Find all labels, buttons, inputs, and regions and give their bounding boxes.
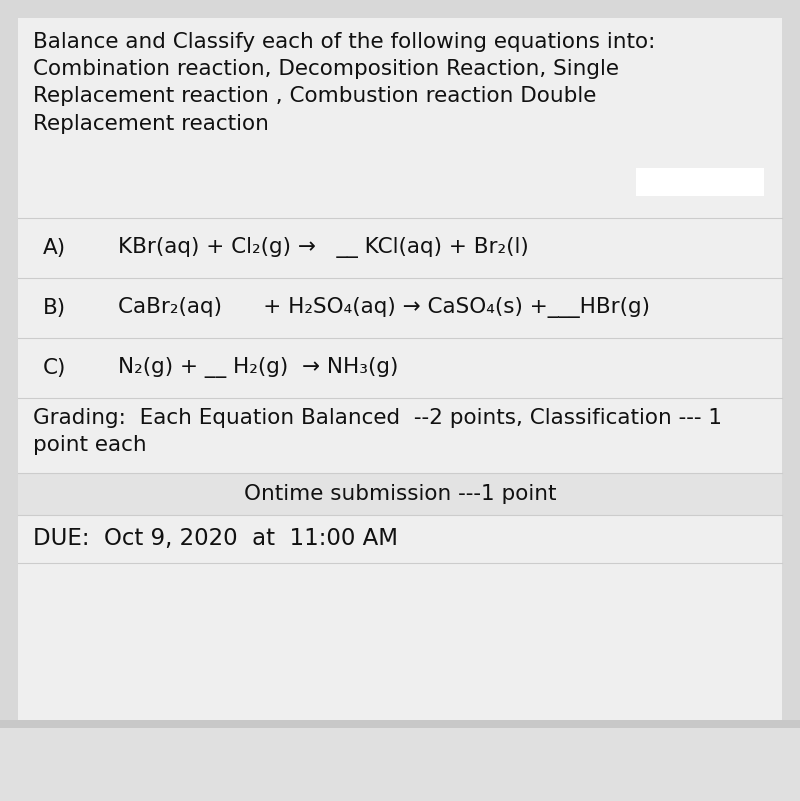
Text: A): A) [43, 238, 66, 258]
Text: B): B) [43, 298, 66, 318]
Bar [18, 515, 782, 563]
Bar [18, 18, 782, 720]
Bar [18, 473, 782, 515]
Bar [18, 278, 782, 338]
Bar [18, 563, 782, 720]
Text: KBr(aq) + Cl₂(g) →   __ KCl(aq) + Br₂(l): KBr(aq) + Cl₂(g) → __ KCl(aq) + Br₂(l) [118, 238, 529, 259]
Text: Grading:  Each Equation Balanced  --2 points, Classification --- 1
point each: Grading: Each Equation Balanced --2 poin… [33, 408, 722, 455]
Text: Ontime submission ---1 point: Ontime submission ---1 point [244, 484, 556, 504]
Bar [18, 398, 782, 473]
Bar [0, 720, 800, 728]
Bar [18, 18, 782, 218]
Text: C): C) [43, 358, 66, 378]
Text: CaBr₂(aq)      + H₂SO₄(aq) → CaSO₄(s) +___HBr(g): CaBr₂(aq) + H₂SO₄(aq) → CaSO₄(s) +___HBr… [118, 297, 650, 319]
Bar [0, 728, 800, 801]
Bar [18, 218, 782, 278]
Text: DUE:  Oct 9, 2020  at  11:00 AM: DUE: Oct 9, 2020 at 11:00 AM [33, 528, 398, 550]
Text: N₂(g) + __ H₂(g)  → NH₃(g): N₂(g) + __ H₂(g) → NH₃(g) [118, 357, 398, 379]
Bar [18, 338, 782, 398]
Bar [636, 168, 764, 196]
Text: Balance and Classify each of the following equations into:
Combination reaction,: Balance and Classify each of the followi… [33, 32, 655, 134]
